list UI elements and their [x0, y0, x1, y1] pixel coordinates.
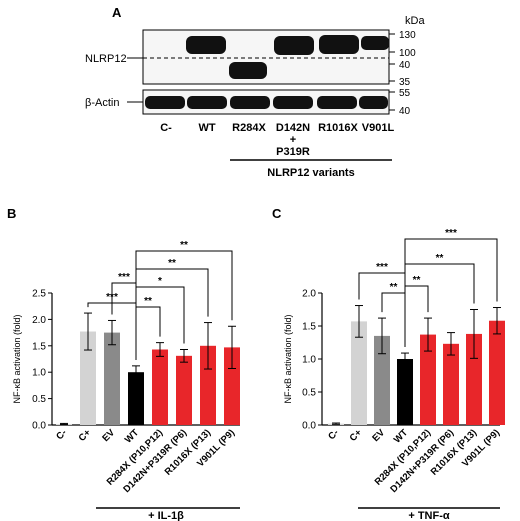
- ladder-label: 130: [399, 30, 416, 41]
- actin-band: [230, 96, 270, 109]
- band-v901l: [361, 36, 389, 50]
- significance-label: *: [158, 276, 162, 287]
- y-tick-label: 2.0: [32, 315, 46, 326]
- lane-label: R284X: [232, 122, 266, 134]
- y-tick-label: 0.5: [32, 394, 46, 405]
- significance-label: **: [390, 282, 398, 293]
- category-label: EV: [100, 427, 117, 444]
- bar: [80, 331, 96, 425]
- bar: [104, 332, 120, 425]
- actin-band: [273, 96, 313, 109]
- actin-band: [145, 96, 185, 109]
- variants-group-label: NLRP12 variants: [267, 167, 354, 179]
- bar: [374, 335, 390, 425]
- significance-label: ***: [445, 228, 457, 239]
- ladder-label: 35: [399, 77, 411, 88]
- y-tick-label: 1.5: [302, 322, 316, 333]
- bar: [466, 333, 482, 425]
- category-label: C+: [348, 427, 365, 444]
- bar: [443, 343, 459, 425]
- significance-label: **: [168, 258, 176, 269]
- lane-label: P319R: [276, 146, 310, 158]
- significance-label: **: [413, 275, 421, 286]
- bar: [351, 321, 367, 425]
- bar: [200, 345, 216, 425]
- category-label: C-: [54, 427, 69, 442]
- significance-label: **: [436, 253, 444, 264]
- lane-label: V901L: [362, 122, 395, 134]
- ladder-top: 130 100 40 35: [389, 30, 416, 88]
- category-label: EV: [370, 427, 387, 444]
- ladder-label: 40: [399, 60, 411, 71]
- actin-blot: [142, 89, 390, 115]
- actin-row-label: β-Actin: [85, 97, 119, 109]
- y-tick-label: 1.0: [32, 368, 46, 379]
- chart-c: 0.0 0.5 1.0 1.5 2.0 NF-κB activation (fold) C-…: [283, 228, 505, 495]
- panel-b-treatment: + IL-1β: [148, 510, 184, 521]
- lane-label: R1016X: [318, 122, 358, 134]
- lane-label: D142N: [276, 122, 310, 134]
- y-tick-label: 2.5: [32, 289, 46, 300]
- actin-band: [187, 96, 227, 109]
- significance-label: **: [180, 240, 188, 251]
- kda-label: kDa: [405, 15, 425, 27]
- y-tick-label: 1.5: [32, 341, 46, 352]
- significance-label: **: [144, 296, 152, 307]
- lane-label: C-: [160, 122, 172, 134]
- y-axis-label: NF-κB activation (fold): [283, 314, 293, 403]
- actin-band: [359, 96, 388, 109]
- band-r284x: [229, 62, 267, 79]
- band-wt: [186, 36, 226, 54]
- y-tick-label: 0.0: [32, 421, 46, 432]
- ladder-label: 40: [399, 106, 411, 117]
- ladder-label: 55: [399, 88, 411, 99]
- bar: [128, 372, 144, 425]
- significance-bracket: [135, 250, 233, 360]
- significance-label: ***: [376, 262, 388, 273]
- bar: [176, 355, 192, 425]
- category-label: WT: [392, 427, 410, 445]
- lane-label: +: [290, 134, 296, 146]
- nlrp12-blot: [142, 29, 390, 85]
- category-label: C-: [326, 427, 341, 442]
- band-d142n: [274, 36, 314, 55]
- bar: [489, 320, 505, 425]
- significance-label: ***: [118, 272, 130, 283]
- panel-c-letter: C: [272, 206, 282, 221]
- bar: [224, 347, 240, 425]
- y-tick-label: 1.0: [302, 355, 316, 366]
- lane-label: WT: [198, 122, 215, 134]
- panel-b-letter: B: [7, 206, 16, 221]
- category-label: C+: [77, 427, 94, 444]
- panel-a-letter: A: [112, 5, 122, 20]
- bar: [397, 359, 413, 425]
- bar: [152, 349, 168, 425]
- nlrp12-row-label: NLRP12: [85, 53, 127, 65]
- chart-b: 0.0 0.5 1.0 1.5 2.0 2.5 NF-κB activation (fold…: [12, 240, 240, 495]
- category-label: WT: [123, 427, 141, 445]
- panel-c-treatment: + TNF-α: [408, 510, 450, 521]
- y-tick-label: 2.0: [302, 289, 316, 300]
- ladder-bottom: 55 40: [389, 88, 411, 117]
- y-tick-label: 0.5: [302, 388, 316, 399]
- significance-bracket: [404, 238, 498, 348]
- actin-band: [317, 96, 357, 109]
- y-axis-label: NF-κB activation (fold): [12, 314, 22, 403]
- band-r1016x: [319, 35, 359, 54]
- ladder-label: 100: [399, 48, 416, 59]
- significance-bracket: [135, 268, 209, 360]
- y-tick-label: 0.0: [302, 421, 316, 432]
- lane-labels: C- WT R284X D142N + P319R R1016X V901L: [160, 122, 394, 158]
- bar: [420, 334, 436, 425]
